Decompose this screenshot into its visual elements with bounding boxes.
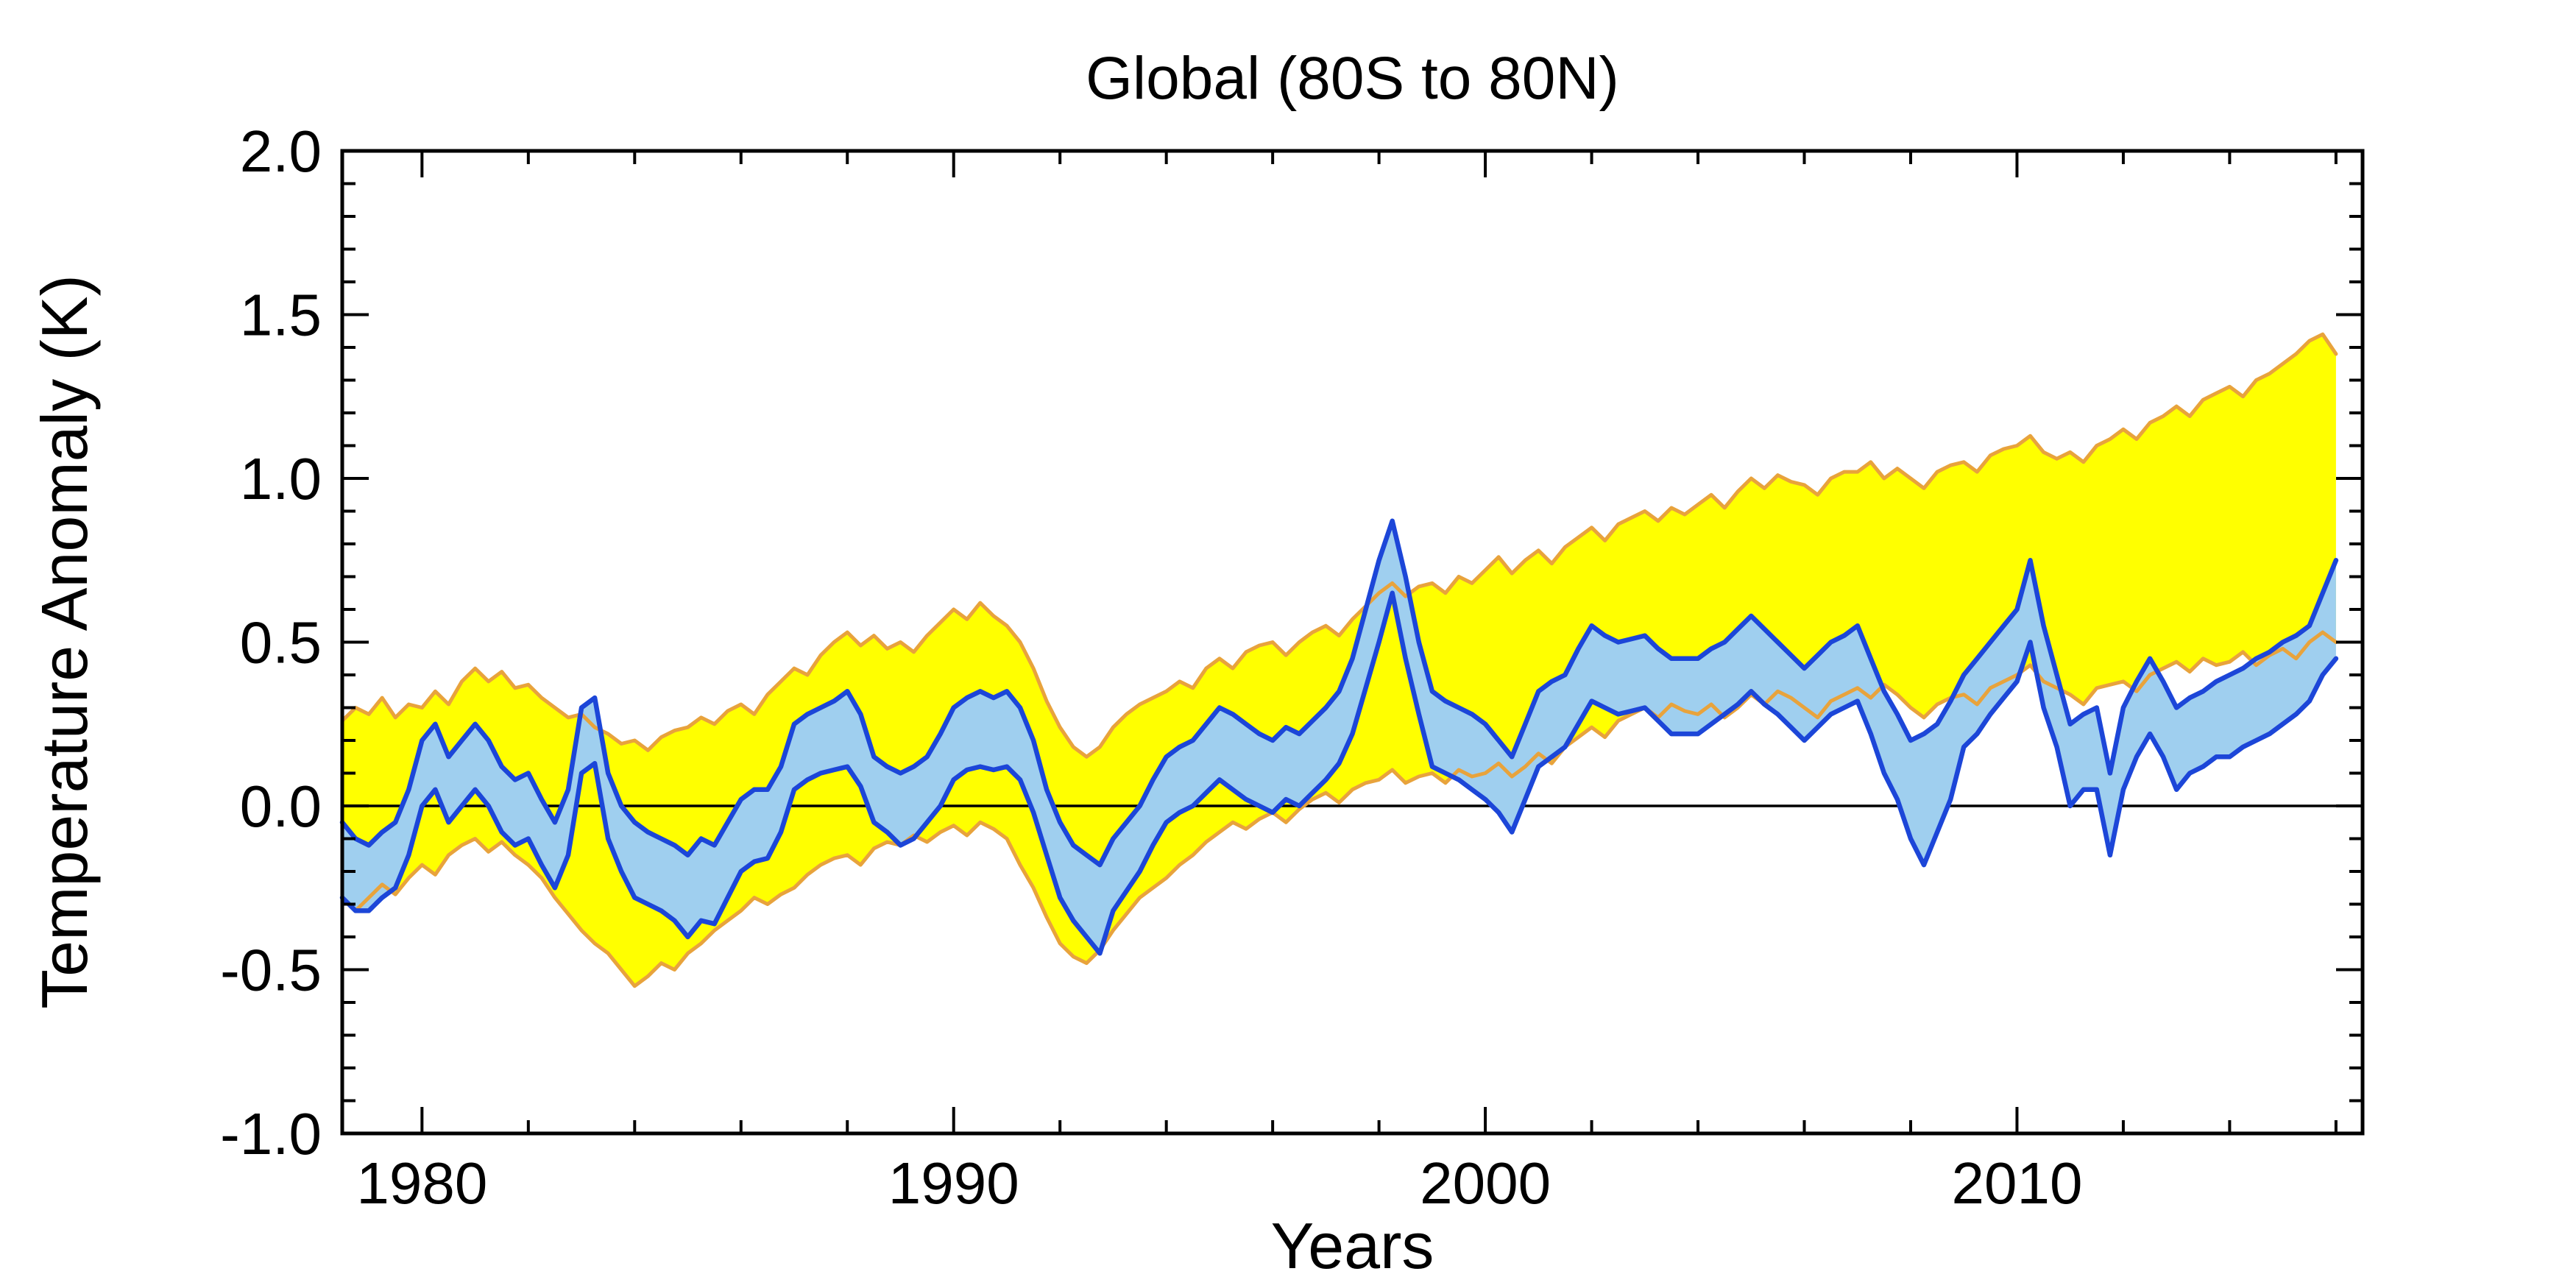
svg-text:2.0: 2.0	[240, 118, 322, 184]
chart-title: Global (80S to 80N)	[1086, 45, 1619, 112]
svg-text:-0.5: -0.5	[220, 938, 322, 1003]
svg-text:2000: 2000	[1420, 1150, 1551, 1216]
svg-text:1980: 1980	[356, 1150, 487, 1216]
svg-text:1.0: 1.0	[240, 446, 322, 512]
svg-text:1.5: 1.5	[240, 283, 322, 348]
svg-text:2010: 2010	[1951, 1150, 2082, 1216]
svg-text:-1.0: -1.0	[220, 1101, 322, 1167]
svg-text:1990: 1990	[888, 1150, 1019, 1216]
svg-text:0.5: 0.5	[240, 610, 322, 676]
x-axis-label: Years	[1270, 1209, 1434, 1282]
svg-text:0.0: 0.0	[240, 774, 322, 839]
